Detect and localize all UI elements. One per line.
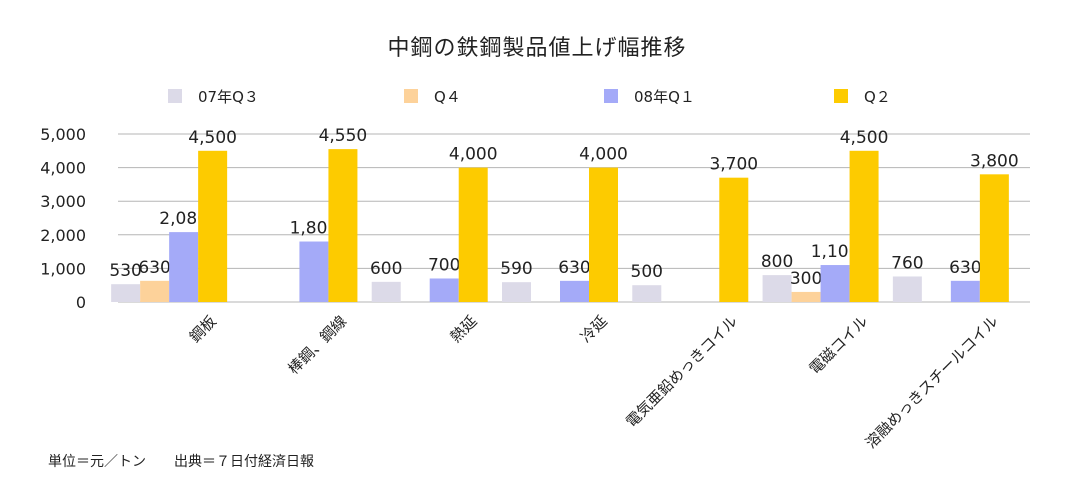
- data-label: 700: [428, 255, 460, 275]
- x-tick-label: 鋼板: [186, 312, 220, 346]
- data-label: 4,550: [319, 126, 368, 146]
- data-label: 4,500: [840, 128, 889, 148]
- bar: [849, 150, 879, 302]
- data-label: 1,100: [811, 242, 860, 262]
- legend-item: 07年Q３: [168, 86, 259, 106]
- bar: [299, 241, 329, 302]
- legend-swatch: [404, 89, 418, 103]
- bar: [762, 275, 792, 302]
- y-tick-label: 0: [76, 293, 86, 312]
- chart-title: 中鋼の鉄鋼製品値上げ幅推移: [387, 36, 687, 61]
- legend-label: 07年Q３: [198, 87, 259, 106]
- bar: [589, 167, 618, 302]
- bar: [950, 280, 980, 302]
- bar: [560, 280, 589, 302]
- x-tick-label: 溶融めっきスチールコイル: [862, 312, 1002, 452]
- bar: [429, 278, 459, 302]
- data-label: 800: [761, 252, 793, 272]
- bar: [632, 285, 662, 302]
- bar: [198, 150, 228, 302]
- legend-swatch: [604, 89, 618, 103]
- bar: [979, 174, 1009, 302]
- legend-label: Q４: [434, 87, 461, 106]
- x-tick-label: 電気亜鉛めっきコイル: [622, 312, 741, 431]
- data-label: 600: [370, 259, 402, 279]
- bar: [820, 265, 850, 302]
- x-tick-label: 熱延: [447, 312, 481, 346]
- bar: [791, 291, 821, 302]
- data-label: 3,800: [970, 151, 1019, 171]
- x-tick-label: 冷延: [577, 312, 611, 346]
- legend-swatch: [168, 89, 182, 103]
- legend-label: 08年Q１: [634, 87, 695, 106]
- data-label: 2,080: [159, 209, 208, 229]
- data-label: 1,800: [290, 219, 339, 239]
- bar: [111, 284, 141, 302]
- legend-item: Q４: [404, 86, 461, 106]
- x-tick-label: 電磁コイル: [806, 312, 872, 378]
- data-label: 530: [109, 261, 141, 281]
- legend: 07年Q３ Q４ 08年Q１ Q２: [168, 86, 988, 106]
- bar: [169, 232, 199, 302]
- y-tick-label: 4,000: [40, 159, 86, 178]
- footer-note: 単位＝元／トン 出典＝７日付経済日報: [48, 454, 314, 470]
- y-tick-label: 1,000: [40, 259, 86, 278]
- data-label: 630: [558, 258, 590, 278]
- legend-item: 08年Q１: [604, 86, 695, 106]
- data-label: 3,700: [709, 155, 758, 175]
- data-label: 630: [138, 258, 170, 278]
- data-label: 4,500: [188, 128, 237, 148]
- bar: [458, 167, 488, 302]
- bar: [502, 282, 531, 302]
- legend-item: Q２: [834, 86, 891, 106]
- bar: [140, 280, 170, 302]
- bar: [892, 276, 922, 302]
- bar: [371, 281, 401, 302]
- y-tick-label: 3,000: [40, 192, 86, 211]
- legend-swatch: [834, 89, 848, 103]
- data-label: 760: [891, 253, 923, 273]
- data-label: 300: [790, 269, 822, 289]
- bar: [719, 177, 749, 302]
- y-tick-label: 5,000: [40, 125, 86, 144]
- x-tick-label: 棒鋼、鋼線: [284, 312, 350, 378]
- bar: [328, 149, 358, 302]
- data-label: 500: [631, 262, 663, 282]
- data-label: 4,000: [579, 145, 628, 165]
- legend-label: Q２: [864, 87, 891, 106]
- data-label: 590: [500, 259, 532, 279]
- y-tick-label: 2,000: [40, 226, 86, 245]
- data-label: 4,000: [449, 145, 498, 165]
- data-label: 630: [949, 258, 981, 278]
